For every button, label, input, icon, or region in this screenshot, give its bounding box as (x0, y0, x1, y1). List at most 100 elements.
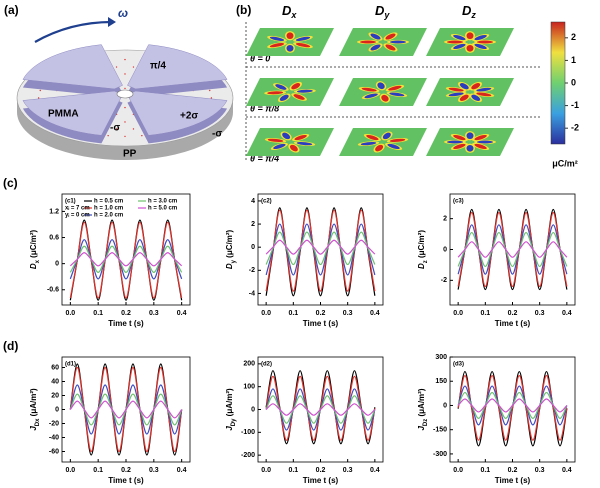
map-plane (426, 78, 514, 106)
map-plane (339, 28, 427, 56)
lobe (474, 143, 487, 150)
pp-label: PP (123, 149, 137, 160)
ylabel-main: J (29, 426, 38, 431)
x-tick-label: 0.4 (562, 310, 572, 317)
y-tick-label: 150 (435, 378, 447, 385)
lobe (360, 141, 377, 146)
x-tick-label: 0.3 (149, 310, 159, 317)
series-line (265, 231, 376, 266)
lobe (390, 40, 406, 44)
map-pattern (358, 81, 408, 103)
map-pattern (445, 81, 495, 103)
charge-dot (132, 66, 135, 68)
ylabel-unit: (μA/m²) (225, 388, 234, 419)
y-tick-label: 200 (243, 361, 255, 368)
lobe (269, 36, 285, 41)
y-tick-label: -200 (241, 452, 255, 459)
lobe (453, 43, 466, 50)
x-tick-label: 0.4 (370, 310, 380, 317)
lobe (471, 94, 481, 101)
plot-frame (257, 356, 384, 463)
y-axis-label: Dz (μC/m²) (417, 230, 428, 269)
legend-label: h = 5.0 cm (148, 206, 177, 212)
x-axis-label: Time t (s) (108, 319, 144, 328)
y-tick-label: 1.2 (49, 208, 59, 215)
lobe (289, 144, 298, 152)
header-main: D (462, 3, 472, 18)
pmma-sector (127, 90, 228, 136)
ylabel-sub: z (423, 260, 429, 263)
y-tick-label: 4 (251, 198, 255, 205)
lobe (377, 82, 385, 90)
series-line (457, 211, 568, 288)
x-tick-label: 0.2 (316, 310, 326, 317)
field-map (426, 28, 514, 56)
series-line (265, 403, 376, 416)
y-tick-label: -40 (49, 434, 59, 441)
lobe (448, 92, 464, 97)
lobe (294, 134, 307, 141)
charge-dot (124, 73, 126, 75)
lobe (476, 87, 492, 92)
x-tick-label: 0.1 (93, 310, 103, 317)
x-tick-label: 0.1 (480, 467, 490, 474)
lobe (385, 33, 396, 40)
lobe (466, 32, 474, 40)
x-tick-label: 0.1 (288, 467, 298, 474)
map-plane (246, 128, 334, 156)
lobe (286, 44, 294, 52)
y-tick-label: -300 (433, 451, 447, 458)
hub (116, 89, 134, 99)
map-plane (339, 78, 427, 106)
charge-dot (107, 134, 109, 137)
row-label: (d) (3, 339, 18, 353)
colorbar (550, 21, 566, 145)
y-tick-label: 0 (251, 244, 255, 251)
x-tick-label: 0.4 (370, 467, 380, 474)
ylabel-unit: (μC/m²) (417, 230, 426, 261)
lobe (279, 94, 289, 101)
map-plane (426, 28, 514, 56)
ylabel-main: D (29, 263, 38, 269)
plot-frame (257, 193, 384, 306)
lobe (459, 83, 469, 90)
pmma-sector (127, 44, 228, 90)
lobe (273, 143, 286, 150)
colorbar-tick-label: 0 (571, 77, 576, 87)
lobe (389, 92, 405, 97)
map-pattern (264, 81, 316, 103)
lobe (388, 85, 402, 91)
colorbar-tick-label: -2 (571, 123, 579, 133)
field-map (339, 78, 427, 106)
x-tick-label: 0.0 (453, 467, 463, 474)
series-line (457, 231, 568, 268)
series-line (69, 252, 183, 267)
charge-dot (37, 97, 40, 99)
charge-dot (115, 66, 118, 68)
x-tick-label: 0.4 (562, 467, 572, 474)
charge-dot (124, 106, 126, 109)
y-axis-label: JDx (μA/m²) (29, 388, 40, 431)
plot-frame (61, 356, 191, 463)
y-axis-label: Dx (μC/m²) (29, 229, 40, 269)
charge-label: +2σ (180, 111, 198, 122)
lobe (466, 144, 474, 152)
map-pattern (444, 131, 496, 153)
map-plane (246, 78, 334, 106)
y-tick-label: -150 (433, 427, 447, 434)
field-map (246, 128, 334, 156)
x-axis-label: Time t (s) (303, 319, 339, 328)
pmma-sector (22, 44, 123, 90)
colorbar-tick-label: -1 (571, 100, 579, 110)
lobe (364, 93, 378, 99)
y-tick-label: -4 (249, 290, 255, 297)
y-tick-label: 60 (51, 364, 59, 371)
field-map (339, 28, 427, 56)
series-line (457, 224, 568, 275)
x-tick-label: 0.2 (121, 310, 131, 317)
x-axis-label: Time t (s) (303, 476, 339, 485)
charge-dot (124, 135, 126, 138)
y-tick-label: -2 (249, 267, 255, 274)
y-tick-label: -20 (49, 420, 59, 427)
x-tick-label: 0.3 (535, 310, 545, 317)
